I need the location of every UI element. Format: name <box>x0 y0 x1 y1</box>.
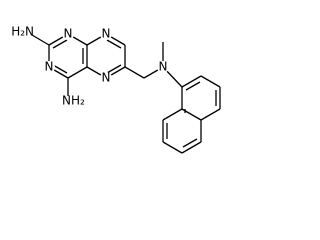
label-mask <box>62 28 74 40</box>
label-mask <box>100 28 112 40</box>
structure: H₂N N N NH₂ N N N <box>11 25 221 154</box>
atom-label: H₂N <box>11 25 34 39</box>
label-mask <box>43 61 55 73</box>
atom-label: N <box>102 27 111 41</box>
page: H₂N N N NH₂ N N N (() => { const data = … <box>11 24 221 154</box>
atom-label: NH₂ <box>62 94 85 108</box>
label-mask <box>157 61 169 73</box>
label-mask <box>23 31 25 33</box>
bonds <box>31 33 221 154</box>
atom-label: N <box>159 60 168 74</box>
atom-label: N <box>102 71 111 85</box>
atom-label: N <box>45 60 54 74</box>
label-mask <box>100 72 112 84</box>
atom-label: N <box>64 27 73 41</box>
atom-labels: H₂N N N NH₂ N N N <box>11 25 169 108</box>
